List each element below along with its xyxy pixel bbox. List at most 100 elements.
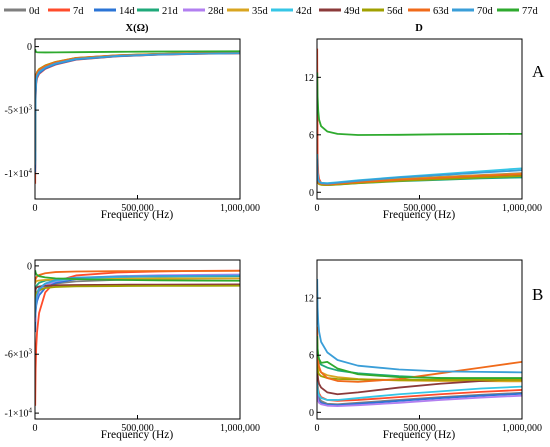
tick-label: -1×104 xyxy=(5,407,33,420)
tick-label: 500,000 xyxy=(121,423,154,434)
x-axis-label: Frequency (Hz) xyxy=(383,209,456,221)
legend-label: 21d xyxy=(162,6,179,17)
series-group xyxy=(35,269,240,406)
panel-b-dissipation: 0 500,000 1,000,000 0 6 12 Frequency (Hz) xyxy=(304,259,542,441)
series-line-7d xyxy=(35,269,240,406)
panel-title: D xyxy=(415,23,423,34)
legend-item: 63d xyxy=(408,6,450,17)
series-line-0d xyxy=(35,52,240,169)
legend-label: 63d xyxy=(433,6,450,17)
series-line-77d xyxy=(317,72,522,136)
tick-label: 6 xyxy=(309,351,314,362)
x-axis-label: Frequency (Hz) xyxy=(101,209,174,221)
tick-label: 1,000,000 xyxy=(502,203,542,214)
panel-b-reactance: 0 500,000 1,000,000 0 -6×103 -1×104 Frequency… xyxy=(5,259,260,441)
plot-area: 0 500,000 1,000,000 0 6 12 xyxy=(304,259,542,434)
legend: 0d 7d 14d 21d 28d 35d 42d 49d 56d 63d 70d 77d xyxy=(4,6,539,17)
plot-area: 0 500,000 1,000,000 0 -6×103 -1×104 xyxy=(5,259,260,434)
series-line-28d xyxy=(317,391,522,408)
panel-a-reactance: X(Ω) 0 500,000 1,000,000 0 -5×103 -1×104 Freq… xyxy=(5,23,260,221)
series-group xyxy=(35,48,240,184)
series-line-14d xyxy=(35,52,240,173)
series-line-70d xyxy=(35,274,240,318)
series-line-7d xyxy=(317,48,522,186)
series-line-35d xyxy=(35,51,240,154)
series-line-35d xyxy=(35,277,240,284)
legend-label: 28d xyxy=(208,6,225,17)
legend-label: 49d xyxy=(344,6,361,17)
tick-label: 0 xyxy=(27,261,32,272)
plot-area: 0 500,000 1,000,000 0 6 12 xyxy=(304,38,542,214)
legend-item: 28d xyxy=(183,6,225,17)
x-axis-label: Frequency (Hz) xyxy=(383,429,456,441)
tick-label: 12 xyxy=(304,73,314,84)
legend-label: 56d xyxy=(387,6,404,17)
legend-item: 0d xyxy=(4,6,40,17)
tick-label: 0 xyxy=(27,42,32,53)
x-axis-label: Frequency (Hz) xyxy=(101,429,174,441)
series-line-70d xyxy=(317,279,522,374)
legend-label: 42d xyxy=(296,6,313,17)
tick-label: 0 xyxy=(315,203,320,214)
legend-item: 77d xyxy=(497,6,539,17)
tick-label: -5×103 xyxy=(5,104,33,117)
row-label-b: B xyxy=(532,285,543,304)
series-line-63d xyxy=(35,269,240,281)
legend-label: 77d xyxy=(522,6,539,17)
tick-label: 0 xyxy=(33,423,38,434)
series-line-56d xyxy=(35,284,240,300)
tick-label: -1×104 xyxy=(5,167,33,180)
panel-title: X(Ω) xyxy=(126,23,149,34)
legend-label: 14d xyxy=(119,6,136,17)
tick-label: 1,000,000 xyxy=(502,423,542,434)
tick-label: 1,000,000 xyxy=(220,203,260,214)
plot-area: 0 500,000 1,000,000 0 -5×103 -1×104 xyxy=(5,38,260,214)
tick-label: 0 xyxy=(309,408,314,419)
series-group xyxy=(317,279,522,408)
tick-label: 12 xyxy=(304,294,314,305)
tick-label: 0 xyxy=(33,203,38,214)
series-line-63d xyxy=(317,326,522,383)
legend-item: 70d xyxy=(452,6,494,17)
tick-label: 500,000 xyxy=(121,203,154,214)
legend-label: 35d xyxy=(252,6,269,17)
series-line-49d xyxy=(35,51,240,151)
tick-label: 500,000 xyxy=(403,423,436,434)
row-label-a: A xyxy=(532,62,545,81)
tick-label: -6×103 xyxy=(5,348,33,361)
series-line-21d xyxy=(35,52,240,161)
series-line-42d xyxy=(35,52,240,156)
series-line-49d xyxy=(35,283,240,293)
legend-item: 7d xyxy=(48,6,84,17)
legend-item: 49d xyxy=(319,6,361,17)
series-line-77d xyxy=(35,270,240,282)
legend-item: 21d xyxy=(137,6,179,17)
panel-a-dissipation: D 0 500,000 1,000,000 0 6 12 Frequency (Hz) xyxy=(304,23,542,221)
legend-item: 42d xyxy=(271,6,313,17)
series-group xyxy=(317,48,522,187)
tick-label: 6 xyxy=(309,130,314,141)
series-line-56d xyxy=(35,51,240,149)
series-line-63d xyxy=(35,51,240,153)
series-line-49d xyxy=(317,364,522,396)
tick-label: 0 xyxy=(309,188,314,199)
series-line-70d xyxy=(35,52,240,165)
legend-item: 56d xyxy=(362,6,404,17)
series-line-70d xyxy=(317,158,522,185)
series-line-28d xyxy=(35,52,240,159)
legend-label: 0d xyxy=(29,6,40,17)
series-line-42d xyxy=(317,378,522,401)
legend-label: 7d xyxy=(73,6,84,17)
series-line-56d xyxy=(317,359,522,381)
legend-label: 70d xyxy=(477,6,494,17)
tick-label: 500,000 xyxy=(403,203,436,214)
series-line-7d xyxy=(35,52,240,184)
legend-item: 35d xyxy=(227,6,269,17)
series-line-77d xyxy=(317,336,522,379)
legend-item: 14d xyxy=(94,6,136,17)
tick-label: 1,000,000 xyxy=(220,423,260,434)
tick-label: 0 xyxy=(315,423,320,434)
series-line-0d xyxy=(35,277,240,311)
series-line-77d xyxy=(35,48,240,54)
